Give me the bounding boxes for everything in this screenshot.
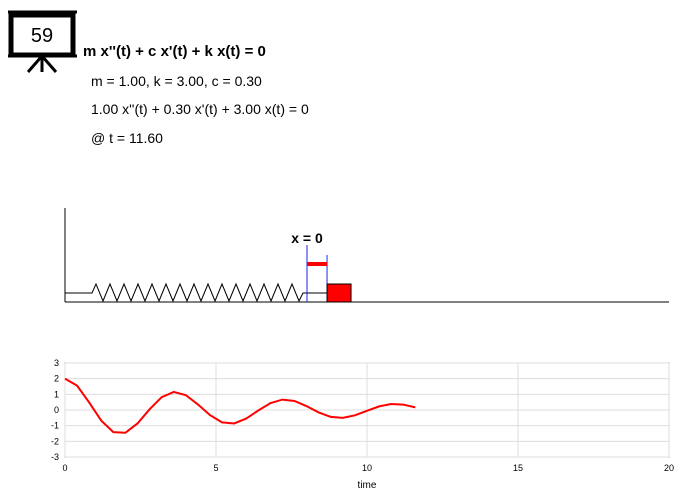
mass	[326, 283, 352, 303]
badge-icon: 59	[8, 10, 77, 73]
instance: 1.00 x''(t) + 0.30 x'(t) + 3.00 x(t) = 0	[91, 101, 309, 117]
y-tick-label: -3	[51, 452, 59, 462]
params: m = 1.00, k = 3.00, c = 0.30	[91, 73, 262, 89]
y-tick-label: 1	[54, 389, 59, 399]
equation: m x''(t) + c x'(t) + k x(t) = 0	[83, 43, 266, 60]
origin-label: x = 0	[291, 230, 323, 246]
x-tick-label: 15	[513, 463, 523, 473]
badge-number: 59	[31, 25, 53, 47]
time: @ t = 11.60	[91, 130, 163, 146]
x-tick-label: 0	[62, 463, 67, 473]
y-tick-label: 0	[54, 405, 59, 415]
x-tick-label: 10	[362, 463, 372, 473]
x-tick-label: 20	[664, 463, 674, 473]
spring-scene: x = 0	[64, 208, 669, 303]
x-tick-label: 5	[213, 463, 218, 473]
y-tick-label: -2	[51, 436, 59, 446]
data-line	[64, 377, 416, 434]
displacement-bar	[307, 262, 328, 266]
y-tick-label: -1	[51, 421, 59, 431]
y-tick-label: 3	[54, 358, 59, 368]
y-tick-label: 2	[54, 374, 59, 384]
x-axis-label: time	[358, 480, 377, 491]
